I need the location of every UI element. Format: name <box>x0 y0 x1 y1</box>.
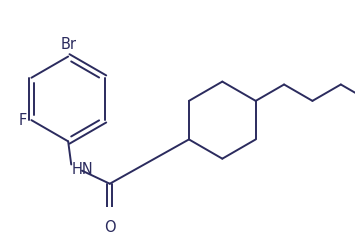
Text: HN: HN <box>71 162 93 177</box>
Text: F: F <box>19 113 27 128</box>
Text: O: O <box>104 220 116 235</box>
Text: Br: Br <box>60 37 76 52</box>
